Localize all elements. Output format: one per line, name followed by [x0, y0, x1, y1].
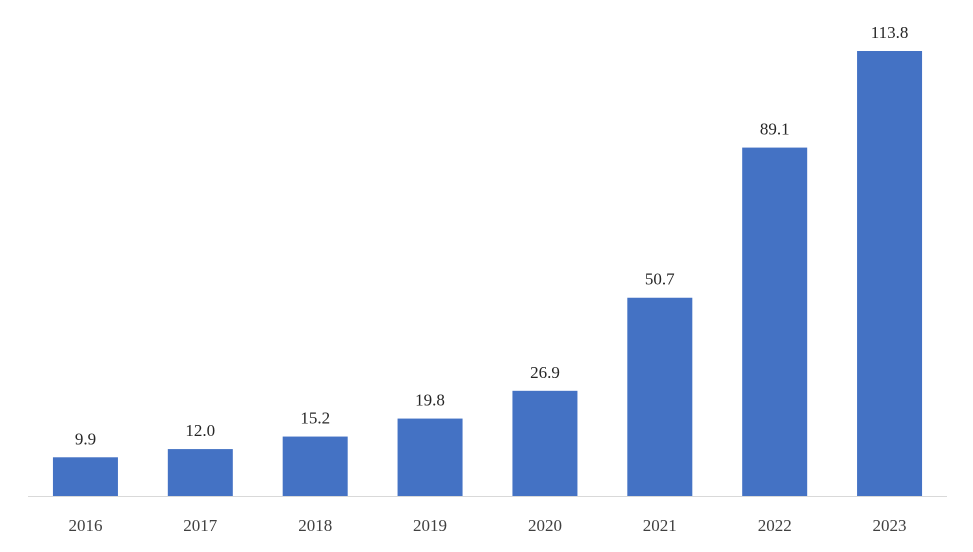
bar-2019	[397, 418, 463, 496]
x-tick-label-2017: 2017	[183, 516, 218, 535]
bars-layer	[52, 51, 923, 496]
data-label-2022: 89.1	[760, 120, 790, 139]
data-label-2019: 19.8	[415, 391, 445, 410]
x-tick-label-2018: 2018	[298, 516, 332, 535]
x-tick-labels-layer: 2016 2017 2018 2019 2020 2021 2022 2023	[68, 516, 906, 535]
bar-2022	[742, 147, 808, 496]
bar-2023	[857, 51, 923, 496]
data-label-2020: 26.9	[530, 363, 560, 382]
data-label-2016: 9.9	[75, 429, 96, 448]
data-label-2018: 15.2	[300, 409, 330, 428]
data-labels-layer: 9.9 12.0 15.2 19.8 26.9 50.7 89.1 113.8	[75, 23, 909, 448]
x-tick-label-2023: 2023	[873, 516, 907, 535]
data-label-2017: 12.0	[185, 421, 215, 440]
x-tick-label-2019: 2019	[413, 516, 447, 535]
bar-2021	[627, 297, 693, 496]
data-label-2023: 113.8	[871, 23, 909, 42]
x-tick-label-2016: 2016	[68, 516, 102, 535]
bar-2017	[167, 449, 233, 496]
x-tick-label-2020: 2020	[528, 516, 562, 535]
x-tick-label-2021: 2021	[643, 516, 677, 535]
data-label-2021: 50.7	[645, 270, 675, 289]
x-tick-label-2022: 2022	[758, 516, 792, 535]
bar-2020	[512, 390, 578, 496]
bar-2018	[282, 436, 348, 496]
bar-2016	[52, 457, 118, 496]
